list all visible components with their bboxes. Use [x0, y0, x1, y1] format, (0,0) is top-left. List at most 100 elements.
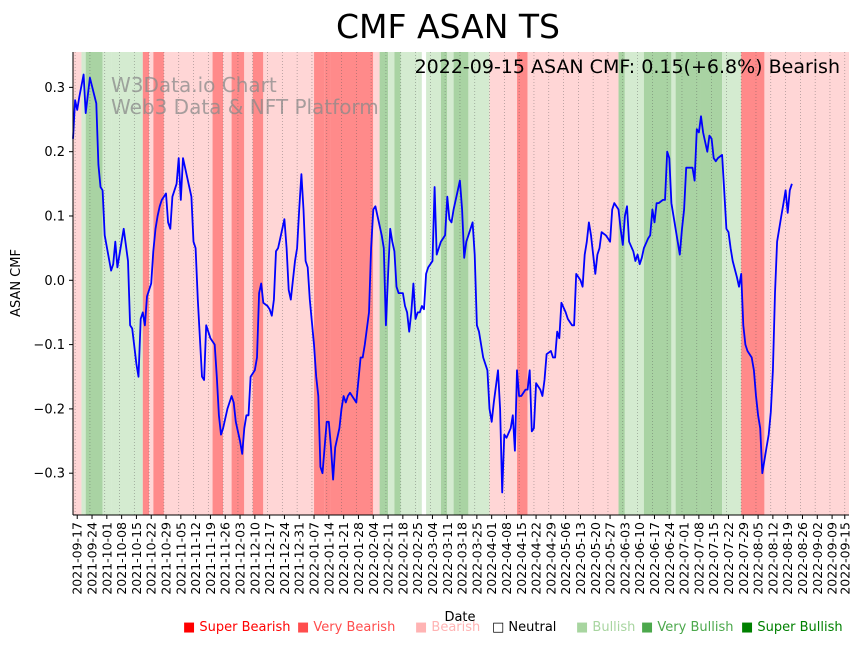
sentiment-band-4	[111, 52, 143, 515]
sentiment-band-35	[643, 52, 672, 515]
x-tick-label: 2022-07-08	[691, 522, 706, 595]
x-tick-label: 2022-07-01	[677, 522, 692, 595]
sentiment-band-8	[163, 52, 213, 515]
sentiment-band-17	[330, 52, 374, 515]
x-tick-label: 2022-04-01	[484, 522, 499, 595]
x-tick-label: 2021-12-03	[233, 522, 248, 595]
legend-item-neutral: □ Neutral	[492, 620, 557, 635]
x-tick-label: 2021-10-15	[129, 522, 144, 595]
y-tick-label: −0.2	[33, 402, 65, 417]
sentiment-band-31	[517, 52, 528, 515]
sentiment-band-5	[142, 52, 150, 515]
sentiment-band-25	[426, 52, 441, 515]
legend-item-super-bullish: ■ Super Bullish	[741, 620, 843, 635]
y-tick-label: −0.1	[33, 338, 65, 353]
sentiment-band-37	[675, 52, 701, 515]
x-tick-label: 2022-04-22	[529, 522, 544, 595]
x-tick-label: 2022-05-06	[558, 522, 573, 595]
x-tick-label: 2021-11-05	[173, 522, 188, 595]
x-tick-label: 2022-01-28	[351, 522, 366, 595]
x-tick-label: 2022-09-15	[837, 522, 852, 595]
x-tick-label: 2021-09-17	[70, 522, 85, 595]
chart-title: CMF ASAN TS	[336, 7, 560, 46]
sentiment-band-29	[468, 52, 490, 515]
watermark-line-2: Web3 Data & NFT Platform	[111, 95, 379, 119]
sentiment-band-41	[764, 52, 849, 515]
x-tick-label: 2022-02-25	[410, 522, 425, 595]
x-tick-label: 2022-01-14	[321, 522, 336, 595]
sentiment-band-2	[85, 52, 103, 515]
sentiment-band-26	[440, 52, 448, 515]
sentiment-band-33	[618, 52, 625, 515]
sentiment-band-28	[453, 52, 469, 515]
sentiment-band-7	[153, 52, 164, 515]
sentiment-band-24	[421, 52, 427, 515]
watermark-line-1: W3Data.io Chart	[111, 73, 277, 97]
sentiment-band-3	[102, 52, 112, 515]
x-tick-label: 2022-03-25	[469, 522, 484, 595]
x-tick-label: 2021-09-24	[85, 522, 100, 595]
sentiment-band-12	[244, 52, 253, 515]
x-tick-label: 2022-09-09	[825, 522, 840, 595]
sentiment-band-32	[527, 52, 619, 515]
sentiment-band-34	[624, 52, 644, 515]
x-tick-label: 2022-03-11	[440, 522, 455, 595]
x-tick-label: 2021-11-12	[188, 522, 203, 595]
plot-area: −0.3 −0.2 −0.1 0.0 0.1 0.2 0.3 2021-09-17 2021-0…	[33, 52, 852, 595]
x-tick-label: 2022-08-19	[780, 522, 795, 595]
x-tick-label: 2021-12-31	[292, 522, 307, 595]
legend-item-bearish: ■ Bearish	[415, 620, 481, 635]
chart-subtitle: 2022-09-15 ASAN CMF: 0.15(+6.8%) Bearish	[415, 56, 840, 78]
x-tick-label: 2022-07-15	[706, 522, 721, 595]
y-axis-label: ASAN CMF	[9, 249, 24, 317]
x-tick-label: 2021-12-10	[247, 522, 262, 595]
x-tick-label: 2022-05-20	[588, 522, 603, 595]
sentiment-band-0	[73, 52, 82, 515]
x-tick-label: 2022-02-11	[381, 522, 396, 595]
y-tick-label: 0.3	[44, 81, 65, 96]
x-tick-label: 2022-05-27	[603, 522, 618, 595]
x-tick-label: 2022-01-21	[336, 522, 351, 595]
x-tick-label: 2022-04-08	[499, 522, 514, 595]
x-tick-label: 2022-08-26	[795, 522, 810, 595]
sentiment-band-40	[741, 52, 765, 515]
x-tick-label: 2022-09-02	[810, 522, 825, 595]
x-tick-label: 2022-08-12	[765, 522, 780, 595]
y-tick-label: 0.2	[44, 145, 65, 160]
x-tick-label: 2022-08-05	[751, 522, 766, 595]
x-tick-label: 2022-03-18	[455, 522, 470, 595]
x-tick-label: 2022-07-22	[721, 522, 736, 595]
y-tick-label: −0.3	[33, 467, 65, 482]
x-tick-label: 2021-10-08	[114, 522, 129, 595]
sentiment-band-21	[394, 52, 401, 515]
legend-item-very-bearish: ■ Very Bearish	[297, 620, 396, 635]
sentiment-band-18	[373, 52, 380, 515]
x-axis-label: Date	[444, 610, 475, 625]
legend-item-very-bullish: ■ Very Bullish	[641, 620, 734, 635]
sentiment-band-1	[81, 52, 86, 515]
sentiment-band-36	[671, 52, 676, 515]
x-tick-label: 2022-04-29	[543, 522, 558, 595]
y-tick-label: 0.0	[44, 274, 65, 289]
x-tick-label: 2021-11-26	[218, 522, 233, 595]
x-tick-label: 2021-12-17	[262, 522, 277, 595]
sentiment-band-13	[252, 52, 264, 515]
legend-item-super-bearish: ■ Super Bearish	[183, 620, 291, 635]
sentiment-band-15	[314, 52, 325, 515]
sentiment-band-9	[212, 52, 224, 515]
x-tick-label: 2022-06-24	[662, 522, 677, 595]
legend: ■ Super Bearish ■ Very Bearish ■ Bearish □ …	[0, 620, 867, 640]
x-tick-label: 2022-04-15	[514, 522, 529, 595]
sentiment-band-23	[417, 52, 422, 515]
x-tick-label: 2021-10-29	[159, 522, 174, 595]
legend-item-bullish: ■ Bullish	[576, 620, 636, 635]
x-tick-label: 2021-10-01	[99, 522, 114, 595]
x-tick-label: 2022-06-17	[647, 522, 662, 595]
x-tick-label: 2022-07-29	[736, 522, 751, 595]
x-tick-label: 2021-11-19	[203, 522, 218, 595]
x-tick-label: 2022-06-03	[617, 522, 632, 595]
x-tick-label: 2021-10-22	[144, 522, 159, 595]
x-tick-label: 2021-12-24	[277, 522, 292, 595]
sentiment-band-10	[223, 52, 232, 515]
